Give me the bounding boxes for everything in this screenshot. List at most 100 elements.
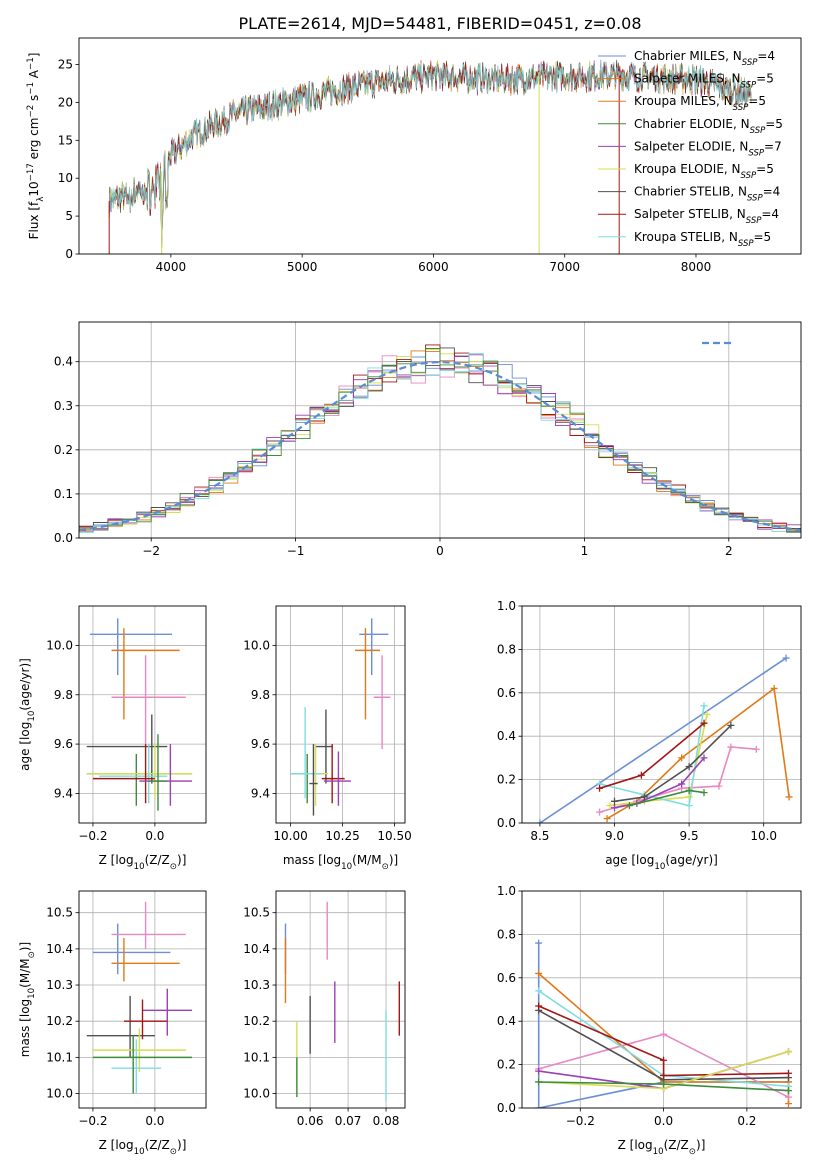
mass-weight-marker [785,1048,793,1056]
legend-name: Chabrier ELODIE, N [634,117,750,131]
mass-weight-marker [660,1030,668,1038]
mass-weight-marker [535,969,543,977]
y-axis-label: age [log10(age/yr)] [18,658,37,771]
plot-area [536,654,793,823]
panel-massweight_vs_Z: −0.2 0.0 0.2 0.0 0.2 0.4 0.6 0.8 1.0 Z [log10(Z/Z… [497,884,802,1157]
mass-weight-marker [660,1071,668,1079]
legend-name: Salpeter STELIB, N [634,207,746,221]
x-axis-label: Z [log10(Z/Z⊙)] [618,1138,706,1157]
x-axis-label-part: 10 [341,862,352,872]
y-axis-label-part: (age/yr)] [18,658,32,710]
legend-sub: SSP [748,148,764,158]
legend-label: Kroupa ELODIE, NSSP=5 [634,162,774,181]
y-tick-label: 10.3 [243,978,270,992]
x-tick-label: 4000 [156,260,187,274]
y-tick-label: 0.2 [54,443,73,457]
axes-frame [78,321,802,539]
x-axis-label-part: Z [log [99,853,134,867]
mass-weight-marker [535,939,543,947]
mass-weight-marker [785,793,793,801]
y-tick-label: 20 [58,95,73,109]
mass-weight-marker [727,721,735,729]
legend-sub: SSP [750,126,766,136]
y-axis-label-part: 10 [27,711,37,722]
legend-label: Chabrier STELIB, NSSP=4 [634,185,780,204]
mass-weight-marker [611,797,619,805]
x-axis-label-part: Z [log [99,1138,134,1152]
plot-area [86,618,193,811]
panel-massweight_vs_age: 8.5 9.0 9.5 10.0 0.0 0.2 0.4 0.6 0.8 1.0 age [log1… [497,599,802,872]
y-axis-label-part: mass [log [18,999,32,1057]
x-tick-label: 9.5 [680,829,699,843]
x-axis-label-part: ⊙ [170,862,177,872]
mass-weight-marker [535,1078,543,1086]
y-tick-label: 0.3 [54,399,73,413]
legend-sub: SSP [733,103,749,113]
mass-weight-marker [660,1056,668,1064]
y-tick-label: 25 [58,58,73,72]
grid [79,606,206,823]
spectrum-line [108,61,752,249]
legend-label: Kroupa MILES, NSSP=5 [634,94,766,113]
panel-age_vs_mass: 10.00 10.25 10.50 9.4 9.6 9.8 10.0 mass [log10(… [243,605,412,872]
x-axis-label-part: ⊙ [170,1147,177,1157]
mass-weight-marker [782,654,790,662]
histogram-step [79,355,801,532]
legend-sub: SSP [741,171,757,181]
x-tick-label: 6000 [418,260,449,274]
x-tick-label: −0.2 [78,1114,107,1128]
x-tick-label: 10.25 [325,829,359,843]
x-tick-label: 0.0 [654,1114,673,1128]
y-tick-label: 1.0 [497,884,516,898]
y-tick-label: 0.8 [497,927,516,941]
plot-area [290,618,391,816]
y-axis-label-part: −2 [26,105,36,118]
x-tick-label: 10.00 [273,829,307,843]
mass-weight-marker [596,808,604,816]
y-tick-label: 10.0 [46,638,73,652]
y-axis-label-part: ⊙ [27,951,37,958]
mass-weight-marker [700,702,708,710]
y-axis-label-part: 10 [27,181,41,196]
mass-weight-line [538,1005,789,1077]
mass-weight-line [609,714,708,807]
mass-weight-marker [700,754,708,762]
y-axis-label-part: −1 [26,82,36,95]
mass-weight-marker [535,1104,543,1108]
mass-weight-marker [700,789,708,797]
mass-weight-marker [640,793,648,801]
x-axis-label: Z [log10(Z/Z⊙)] [99,853,187,872]
y-tick-label: 0.4 [497,729,516,743]
y-axis-label: Flux [fλ10−17 erg cm−2 s−1 A−1] [26,53,46,240]
mass-weight-marker [678,754,686,762]
plot-area [86,901,193,1094]
mass-weight-marker [637,771,645,779]
y-tick-label: 10.0 [46,1087,73,1101]
y-tick-label: 0.0 [54,531,73,545]
y-axis-label-part: age [log [18,722,32,771]
y-tick-label: 0.1 [54,487,73,501]
mass-weight-marker [678,780,686,788]
y-axis-label-part: −17 [26,163,36,181]
legend-suffix: =5 [748,94,766,108]
histogram-step [79,352,801,534]
x-axis-label-part: Z [log [618,1138,653,1152]
y-tick-label: 10.5 [243,906,270,920]
spectrum-line [108,60,752,242]
y-tick-label: 0.0 [497,816,516,830]
mass-weight-marker [685,802,693,810]
mass-weight-marker [685,793,693,801]
x-tick-label: 0.0 [145,1114,164,1128]
legend-name: Salpeter MILES, N [634,72,741,86]
y-tick-label: 10.3 [46,978,73,992]
y-tick-label: 0.6 [497,971,516,985]
legend-label: Chabrier MILES, NSSP=4 [634,49,775,68]
mass-weight-marker [596,784,604,792]
mass-weight-marker [536,819,544,823]
mass-weight-marker [685,786,693,794]
x-tick-label: −2 [142,544,160,558]
x-axis-label-part: 10 [653,1147,664,1157]
